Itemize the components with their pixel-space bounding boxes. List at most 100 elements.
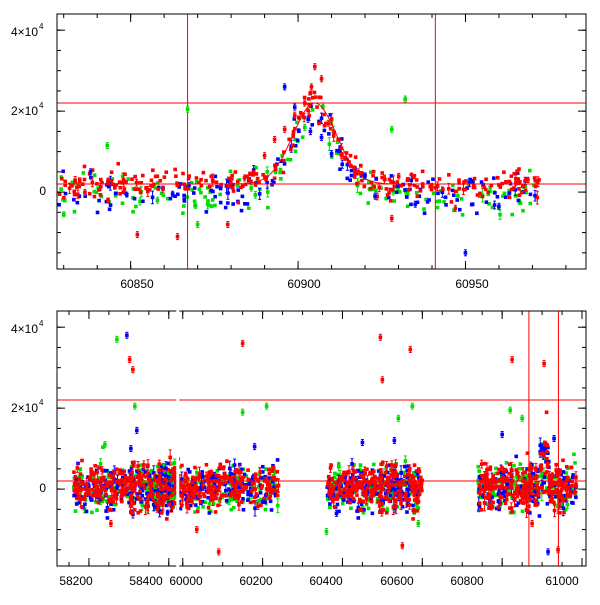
observation-point <box>261 465 265 469</box>
observation-point <box>354 155 358 159</box>
observation-point <box>156 507 160 511</box>
observation-point <box>539 469 543 473</box>
observation-point <box>349 506 353 510</box>
observation-point <box>487 506 491 510</box>
observation-point <box>487 487 491 491</box>
observation-point <box>571 501 575 505</box>
bottom-y-tick-label-0: 0 <box>39 481 46 495</box>
observation-point <box>397 494 401 498</box>
observation-point <box>101 487 105 491</box>
observation-point <box>106 516 110 520</box>
observation-point <box>187 494 191 498</box>
observation-point <box>146 471 150 475</box>
observation-point <box>409 482 413 486</box>
observation-point <box>276 157 280 161</box>
observation-point <box>411 504 415 508</box>
bottom-y-tick-label-4e4-mantissa: 4×10 <box>11 322 38 336</box>
observation-point <box>158 469 162 473</box>
observation-point <box>75 502 79 506</box>
observation-point <box>90 511 94 515</box>
observation-point <box>495 479 499 483</box>
observation-point <box>371 512 375 516</box>
observation-point <box>390 483 394 487</box>
observation-point <box>123 492 127 496</box>
observation-point <box>167 475 171 479</box>
observation-point <box>107 508 111 512</box>
observation-point <box>134 205 138 209</box>
observation-point <box>212 502 216 506</box>
observation-point <box>62 196 66 200</box>
observation-point <box>211 198 215 202</box>
observation-point <box>374 177 378 181</box>
observation-point <box>457 187 461 191</box>
observation-point <box>106 178 110 182</box>
bottom-x-tick-label-61000: 61000 <box>545 574 579 588</box>
observation-point <box>504 501 508 505</box>
observation-point <box>416 509 420 513</box>
observation-point <box>75 488 79 492</box>
observation-point <box>478 192 482 196</box>
observation-point <box>338 167 342 171</box>
observation-point <box>74 475 78 479</box>
observation-point <box>370 500 374 504</box>
observation-point <box>204 179 208 183</box>
observation-point <box>122 470 126 474</box>
observation-point <box>297 128 301 132</box>
observation-point <box>235 496 239 500</box>
observation-point <box>455 198 459 202</box>
observation-point <box>544 442 548 446</box>
observation-point <box>113 186 117 190</box>
observation-point <box>403 188 407 192</box>
bottom-x-tick-label-60400: 60400 <box>309 574 343 588</box>
observation-point <box>202 171 206 175</box>
observation-point <box>496 471 500 475</box>
observation-point <box>403 483 407 487</box>
observation-point <box>411 517 415 521</box>
observation-point <box>468 178 472 182</box>
bottom-x-tick-label-60200: 60200 <box>239 574 273 588</box>
observation-point <box>333 472 337 476</box>
observation-point <box>124 477 128 481</box>
observation-point <box>234 470 238 474</box>
observation-point <box>378 495 382 499</box>
observation-point <box>58 192 62 196</box>
observation-point <box>415 487 419 491</box>
observation-point <box>193 199 197 203</box>
observation-point <box>150 179 154 183</box>
observation-point <box>166 510 170 515</box>
observation-point <box>141 200 145 204</box>
observation-point <box>517 167 521 171</box>
observation-point <box>116 162 120 166</box>
observation-point <box>194 483 198 487</box>
observation-point <box>319 96 323 100</box>
observation-point <box>74 509 78 513</box>
observation-point <box>525 497 529 501</box>
observation-point <box>83 165 87 169</box>
observation-point <box>315 105 319 109</box>
observation-point <box>328 506 332 510</box>
observation-point <box>399 499 403 503</box>
observation-point <box>183 186 187 190</box>
observation-point <box>236 184 240 188</box>
observation-point <box>441 188 445 192</box>
observation-point <box>186 187 190 191</box>
observation-point <box>151 168 155 172</box>
observation-point <box>289 148 293 152</box>
observation-point <box>561 486 565 490</box>
observation-point <box>454 190 458 194</box>
observation-point <box>472 186 476 190</box>
observation-point <box>213 195 217 199</box>
observation-point <box>360 179 364 183</box>
observation-point <box>232 189 236 193</box>
observation-point <box>505 498 509 502</box>
observation-point <box>510 174 514 178</box>
observation-point <box>539 465 543 469</box>
observation-point <box>388 188 392 192</box>
bottom-x-tick-label-60800: 60800 <box>450 574 484 588</box>
observation-point <box>349 154 353 158</box>
observation-point <box>545 457 549 461</box>
observation-point <box>246 202 250 206</box>
observation-point <box>164 170 168 174</box>
observation-point <box>57 203 61 207</box>
